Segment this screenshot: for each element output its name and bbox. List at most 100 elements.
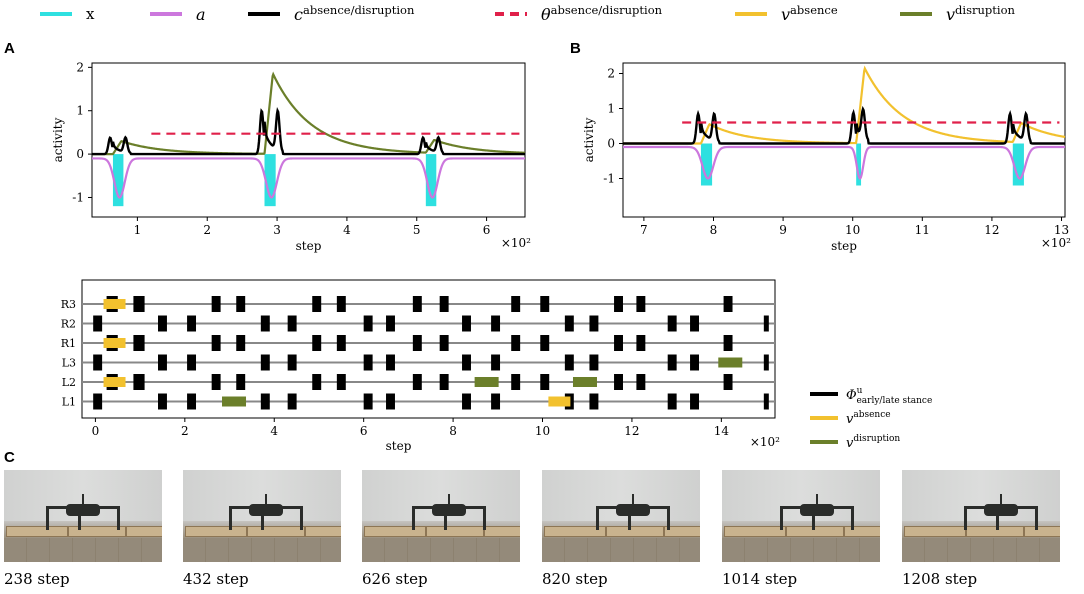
photo-caption: 1208 step xyxy=(902,570,978,588)
x-multiplier: ×10² xyxy=(750,435,780,449)
x-tick-label: 1 xyxy=(134,223,142,237)
x-input-pulse xyxy=(112,154,124,207)
plot-frame xyxy=(622,62,1066,218)
stance-block xyxy=(690,315,699,332)
stance-block xyxy=(462,315,471,332)
x-tick-label: 10 xyxy=(845,223,860,237)
plank xyxy=(664,526,700,537)
x-tick-label: 7 xyxy=(640,223,648,237)
stance-block xyxy=(312,335,322,351)
robot-leg xyxy=(596,506,599,530)
robot-body xyxy=(66,504,100,516)
gait-leg-label: L1 xyxy=(62,396,76,409)
stance-block xyxy=(287,315,297,332)
robot-antenna xyxy=(82,494,84,504)
x-multiplier: ×10² xyxy=(1041,236,1071,250)
x-axis-label: step xyxy=(296,239,322,253)
robot-leg xyxy=(812,514,815,530)
plot-frame xyxy=(91,62,526,218)
stance-block xyxy=(589,393,599,410)
stance-block xyxy=(363,315,373,332)
stance-block xyxy=(287,393,297,410)
robot-leg xyxy=(851,506,854,530)
panel-label-b: B xyxy=(570,40,581,57)
robot-arm xyxy=(229,506,251,509)
robot-leg xyxy=(628,514,631,530)
stance-block xyxy=(412,374,422,390)
robot-body xyxy=(432,504,466,516)
photo-floor xyxy=(362,538,520,562)
robot-arm xyxy=(648,506,670,509)
stance-block xyxy=(491,315,501,332)
y-tick-label: 1 xyxy=(76,104,84,118)
stance-block xyxy=(723,296,733,312)
photo-floor xyxy=(183,538,341,562)
panel-label-c: C xyxy=(4,449,15,466)
plank xyxy=(364,526,426,537)
legend-label-a: a xyxy=(196,5,206,24)
stance-block xyxy=(636,374,646,390)
photo-strip: 238 step 432 step 626 step 820 step 1014 ste… xyxy=(0,470,1084,594)
panel-label-a: A xyxy=(4,40,15,57)
x-tick-label: 14 xyxy=(714,424,730,438)
robot-body xyxy=(249,504,283,516)
robot-leg xyxy=(117,506,120,530)
gait-diagram: R3 R2 R1 L3 L2 L1 0 2 4 6 8 10 12 14 step ×10² xyxy=(61,279,780,453)
robot-leg xyxy=(996,514,999,530)
x-tick-label: 5 xyxy=(413,223,421,237)
plank xyxy=(305,526,341,537)
y-tick-label: 2 xyxy=(607,67,615,81)
series-a-line xyxy=(92,157,525,199)
stance-block xyxy=(614,296,623,312)
y-tick-label: 2 xyxy=(76,60,84,74)
stance-block xyxy=(211,335,221,351)
stance-block xyxy=(636,335,646,351)
x-tick-label: 4 xyxy=(270,424,278,438)
stance-block xyxy=(564,315,574,332)
plank xyxy=(1024,526,1060,537)
stance-block xyxy=(690,393,699,410)
robot-photo xyxy=(542,470,700,562)
gait-leg-label: R1 xyxy=(61,337,76,350)
stance-block xyxy=(312,374,322,390)
gait-leg-label: R2 xyxy=(61,318,76,331)
robot-leg xyxy=(300,506,303,530)
stance-block xyxy=(363,354,373,371)
absence-mark xyxy=(103,377,126,387)
stance-block xyxy=(158,354,167,371)
disruption-mark xyxy=(572,377,597,387)
x-axis-label: step xyxy=(831,239,857,253)
robot-leg xyxy=(780,506,783,530)
x-input-pulse xyxy=(425,154,437,207)
stance-block xyxy=(589,315,599,332)
plank xyxy=(786,526,844,537)
stance-block xyxy=(723,374,733,390)
plank xyxy=(426,526,484,537)
gait-legend-label: vabsence xyxy=(846,410,891,427)
gait-leg-label: R3 xyxy=(61,298,76,311)
series-c-line xyxy=(623,105,1065,145)
y-tick-label: -1 xyxy=(72,190,84,204)
plank xyxy=(6,526,68,537)
y-tick-label: 0 xyxy=(76,147,84,161)
photo-caption: 820 step xyxy=(542,570,608,588)
plank xyxy=(185,526,247,537)
robot-leg xyxy=(46,506,49,530)
plank xyxy=(126,526,162,537)
stance-block xyxy=(93,354,103,371)
stance-block xyxy=(386,315,395,332)
stance-block xyxy=(158,315,167,332)
stance-block xyxy=(540,296,550,312)
robot-leg xyxy=(78,514,81,530)
stance-block xyxy=(491,354,501,371)
plank xyxy=(606,526,664,537)
robot-antenna xyxy=(1000,494,1002,504)
stance-block xyxy=(133,335,145,351)
stance-block xyxy=(511,374,521,390)
absence-mark xyxy=(103,338,126,348)
x-input-pulse xyxy=(1012,143,1024,186)
stance-block xyxy=(158,393,167,410)
robot-arm xyxy=(832,506,854,509)
stance-block xyxy=(187,393,197,410)
gait-leg-label: L2 xyxy=(62,376,76,389)
